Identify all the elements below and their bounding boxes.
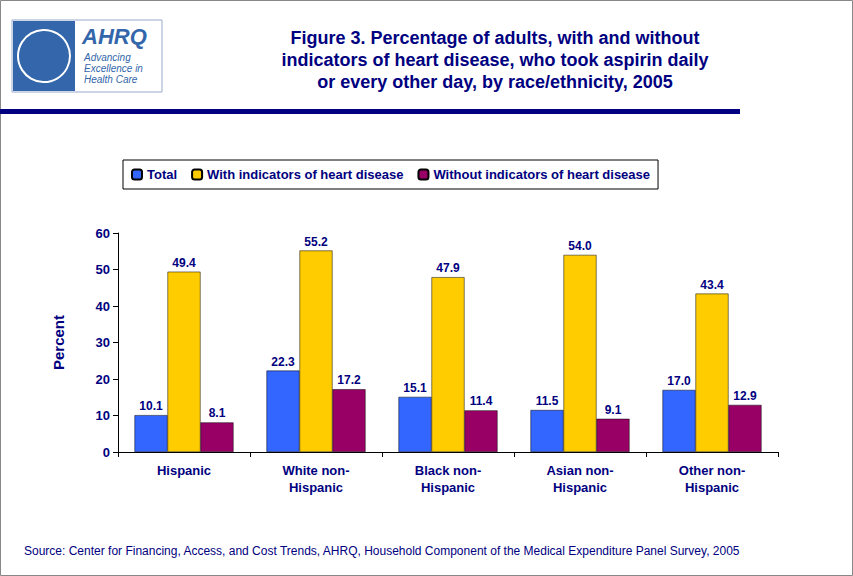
svg-text:50: 50 (96, 262, 110, 277)
svg-text:10.1: 10.1 (139, 399, 163, 413)
svg-text:Advancing: Advancing (83, 52, 131, 63)
svg-text:12.9: 12.9 (733, 389, 757, 403)
svg-text:Source: Center for Financing,: Source: Center for Financing, Access, an… (24, 544, 740, 558)
svg-text:AHRQ: AHRQ (81, 24, 147, 49)
svg-text:43.4: 43.4 (700, 278, 724, 292)
svg-text:10: 10 (96, 408, 110, 423)
svg-text:47.9: 47.9 (436, 261, 460, 275)
svg-text:White non-: White non- (282, 463, 349, 478)
svg-text:Black non-: Black non- (415, 463, 481, 478)
svg-text:Hispanic: Hispanic (553, 480, 607, 495)
svg-text:Without indicators of heart di: Without indicators of heart disease (433, 167, 650, 182)
svg-text:17.0: 17.0 (667, 374, 691, 388)
svg-text:11.5: 11.5 (536, 394, 559, 408)
svg-text:Asian non-: Asian non- (546, 463, 613, 478)
svg-text:indicators of heart disease, w: indicators of heart disease, who took as… (281, 50, 708, 70)
svg-text:55.2: 55.2 (304, 235, 328, 249)
svg-text:Hispanic: Hispanic (157, 463, 211, 478)
svg-text:60: 60 (96, 226, 110, 241)
svg-text:Hispanic: Hispanic (685, 480, 739, 495)
svg-text:Total: Total (147, 167, 177, 182)
svg-text:22.3: 22.3 (271, 355, 295, 369)
svg-text:Excellence in: Excellence in (84, 63, 143, 74)
svg-text:54.0: 54.0 (568, 239, 592, 253)
svg-text:Hispanic: Hispanic (289, 480, 343, 495)
svg-text:15.1: 15.1 (403, 381, 427, 395)
svg-text:Hispanic: Hispanic (421, 480, 475, 495)
svg-text:Health Care: Health Care (84, 74, 138, 85)
svg-text:30: 30 (96, 335, 110, 350)
svg-text:40: 40 (96, 299, 110, 314)
svg-text:or every other day, by race/et: or every other day, by race/ethnicity, 2… (317, 72, 673, 92)
svg-text:8.1: 8.1 (209, 406, 226, 420)
svg-text:With indicators of heart disea: With indicators of heart disease (207, 167, 403, 182)
svg-text:Other non-: Other non- (679, 463, 745, 478)
svg-text:Figure 3. Percentage of adults: Figure 3. Percentage of adults, with and… (290, 28, 699, 48)
svg-text:17.2: 17.2 (337, 373, 361, 387)
svg-text:20: 20 (96, 372, 110, 387)
svg-text:9.1: 9.1 (605, 403, 622, 417)
svg-text:Percent: Percent (50, 315, 67, 370)
svg-text:0: 0 (103, 445, 110, 460)
svg-text:49.4: 49.4 (172, 256, 196, 270)
svg-text:11.4: 11.4 (470, 394, 493, 408)
